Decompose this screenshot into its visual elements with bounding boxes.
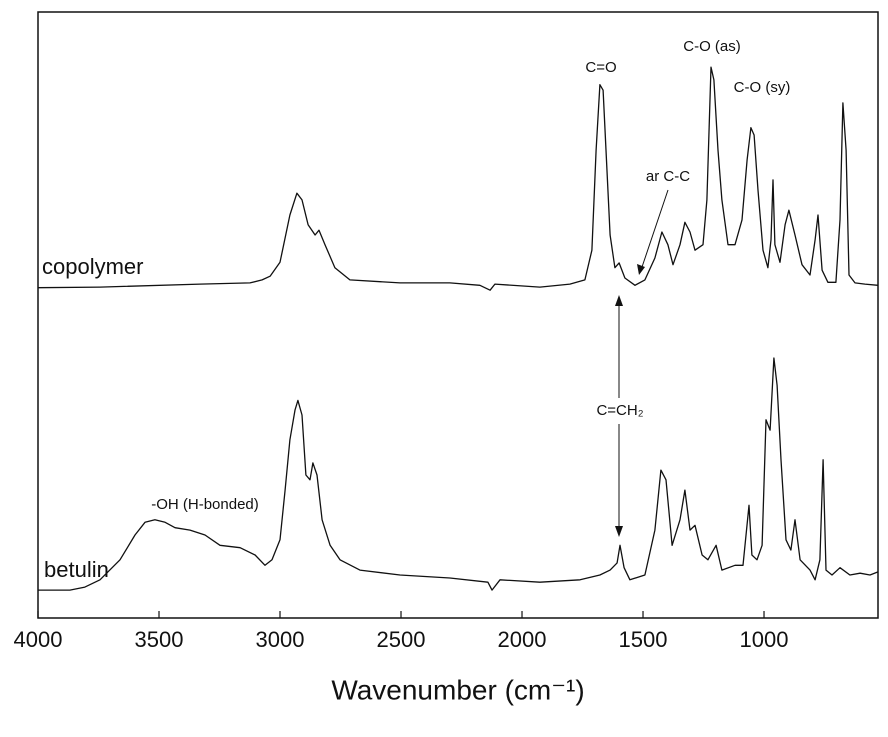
x-tick-label: 3000 [256, 627, 305, 652]
x-tick-label: 4000 [14, 627, 63, 652]
annotation: C-O (as) [683, 38, 741, 55]
arrowhead [615, 526, 623, 537]
arrowhead [637, 264, 645, 275]
series-label: betulin [44, 557, 109, 582]
spectrum-line [37, 66, 879, 291]
spectrum-line [38, 357, 879, 591]
arrowhead [615, 295, 623, 306]
x-tick-label: 2000 [498, 627, 547, 652]
x-axis-label: Wavenumber (cm⁻¹) [331, 674, 584, 705]
x-tick-label: 1000 [740, 627, 789, 652]
x-tick-label: 3500 [135, 627, 184, 652]
label-background [590, 398, 650, 424]
annotation: C=O [585, 59, 616, 76]
series-label: copolymer [42, 254, 143, 279]
x-tick-label: 2500 [377, 627, 426, 652]
x-tick-label: 1500 [619, 627, 668, 652]
annotation: C=CH₂ [596, 402, 643, 419]
annotation: C-O (sy) [734, 79, 791, 96]
arrow [640, 189, 669, 271]
annotation: ar C-C [646, 168, 690, 185]
plot-frame [37, 11, 879, 619]
annotation: -OH (H-bonded) [151, 496, 259, 513]
